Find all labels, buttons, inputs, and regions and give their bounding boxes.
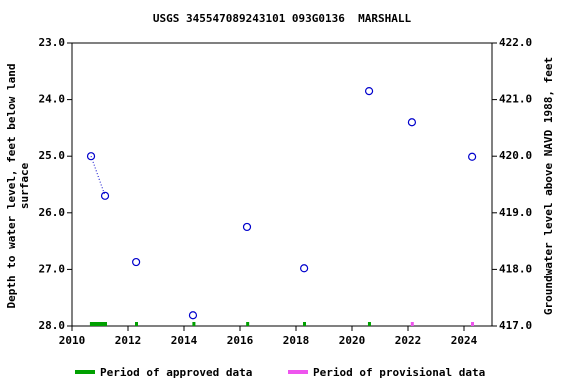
- series-line: [90, 156, 106, 196]
- plot-frame: [71, 42, 493, 327]
- y2-tick-label: 422.0: [499, 36, 532, 49]
- y2-tick-label: 421.0: [499, 93, 532, 106]
- y2-tick-label: 418.0: [499, 262, 532, 275]
- period-bar: [135, 322, 138, 326]
- data-point: [100, 191, 110, 200]
- data-point: [188, 311, 198, 320]
- data-point: [364, 87, 374, 96]
- period-bar: [367, 322, 371, 326]
- x-tick-label: 2010: [59, 334, 86, 347]
- y2-tick-label: 420.0: [499, 149, 532, 162]
- y-axis-label: surface: [18, 162, 31, 209]
- legend-label: Period of approved data: [100, 366, 252, 379]
- y-tick-label: 28.0: [39, 319, 66, 332]
- y2-axis-label: Groundwater level above NAVD 1988, feet: [542, 57, 555, 315]
- x-tick-label: 2016: [227, 334, 254, 347]
- x-tick-label: 2014: [171, 334, 198, 347]
- period-bar: [246, 322, 250, 326]
- period-bar: [303, 322, 306, 326]
- x-tick-label: 2022: [395, 334, 422, 347]
- chart-title: USGS 345547089243101 093G0136 MARSHALL: [153, 12, 412, 25]
- x-tick-label: 2018: [283, 334, 310, 347]
- x-tick-label: 2020: [339, 334, 366, 347]
- legend-label: Period of provisional data: [313, 366, 485, 379]
- x-tick-label: 2024: [451, 334, 478, 347]
- data-point: [86, 152, 96, 161]
- y-tick-label: 25.0: [39, 149, 66, 162]
- y-axis-label: Depth to water level, feet below land: [5, 63, 18, 308]
- data-point: [407, 118, 417, 127]
- y-tick-label: 24.0: [39, 93, 66, 106]
- x-tick-label: 2012: [115, 334, 142, 347]
- period-bar: [471, 322, 474, 326]
- period-bar: [410, 322, 414, 326]
- data-point: [468, 152, 477, 161]
- data-point: [242, 222, 252, 232]
- y-tick-label: 23.0: [39, 36, 66, 49]
- y2-tick-label: 417.0: [499, 319, 532, 332]
- y2-tick-label: 419.0: [499, 206, 532, 219]
- data-point: [300, 264, 309, 273]
- y-tick-label: 26.0: [39, 206, 66, 219]
- period-bar: [89, 322, 107, 326]
- data-point: [132, 257, 141, 267]
- period-bar: [192, 322, 196, 326]
- y-tick-label: 27.0: [39, 262, 66, 275]
